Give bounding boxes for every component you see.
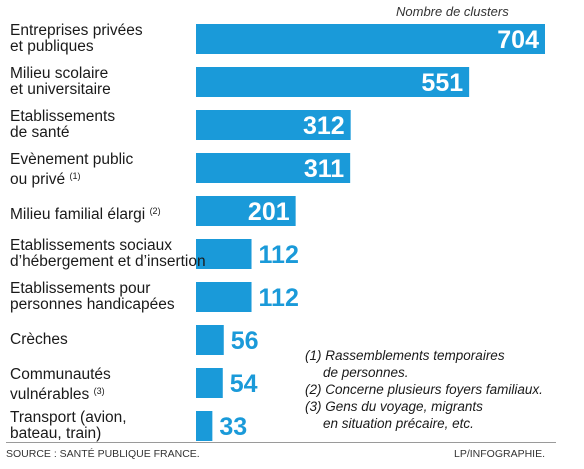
category-label-line: Etablissements pour: [10, 280, 151, 297]
bar-value-5: 112: [259, 241, 299, 269]
bar-4: [196, 196, 296, 226]
category-label-line: Entreprises privées: [10, 22, 143, 39]
bar-5: [196, 239, 252, 269]
bar-value-0: 704: [497, 26, 539, 54]
footnote-line: (1) Rassemblements temporaires: [305, 348, 505, 363]
category-label-8: Communautés vulnérables (3): [10, 367, 111, 403]
footnote-ref: (1): [69, 171, 81, 181]
bar-value-8: 54: [230, 370, 258, 398]
bar-value-1: 551: [421, 69, 463, 97]
source-text: SOURCE : SANTÉ PUBLIQUE FRANCE.: [6, 448, 200, 460]
bar-value-2: 312: [303, 112, 345, 140]
bar-6: [196, 282, 252, 312]
bar-value-7: 56: [231, 327, 259, 355]
category-label-0: Entreprises privées et publiques: [10, 23, 143, 55]
bar-3: [196, 153, 351, 183]
category-label-line: personnes handicapées: [10, 296, 175, 313]
bar-value-3: 311: [304, 155, 344, 183]
category-label-line: et publiques: [10, 38, 94, 55]
bar-1: [196, 67, 470, 97]
category-label-line: ou privé (1): [10, 171, 81, 188]
category-label-line: Evènement public: [10, 151, 134, 168]
category-label-line: d’hébergement et d’insertion: [10, 253, 206, 270]
footnote-ref: (3): [93, 386, 105, 396]
bar-0: [196, 24, 545, 54]
category-label-line: Communautés: [10, 366, 111, 383]
footnote-line: de personnes.: [323, 365, 409, 380]
bar-value-6: 112: [259, 284, 299, 312]
footnote-line: (3) Gens du voyage, migrants: [305, 399, 483, 414]
footnote-ref: (2): [149, 206, 161, 216]
bar-value-9: 33: [219, 413, 247, 441]
category-label-line: Milieu familial élargi (2): [10, 206, 161, 223]
bar-8: [196, 368, 223, 398]
footnotes: (1) Rassemblements temporaires de personn…: [305, 347, 543, 432]
bar-7: [196, 325, 224, 355]
credit-text: LP/INFOGRAPHIE.: [454, 448, 546, 460]
category-label-9: Transport (avion, bateau, train): [10, 410, 127, 442]
footnote-line: en situation précaire, etc.: [323, 416, 474, 431]
category-label-line: et universitaire: [10, 81, 111, 98]
footer-divider: [6, 442, 556, 443]
category-label-line: de santé: [10, 124, 70, 141]
bar-2: [196, 110, 351, 140]
footnote-line: (2) Concerne plusieurs foyers familiaux.: [305, 382, 543, 397]
category-label-3: Evènement public ou privé (1): [10, 152, 133, 188]
category-label-line: Transport (avion,: [10, 409, 127, 426]
unit-label: Nombre de clusters: [396, 4, 509, 19]
category-label-line: Etablissements: [10, 108, 116, 125]
category-label-line: Etablissements sociaux: [10, 237, 172, 254]
bar-9: [196, 411, 213, 441]
category-label-line: Milieu scolaire: [10, 65, 109, 82]
category-label-1: Milieu scolaire et universitaire: [10, 66, 111, 98]
category-label-6: Etablissements pour personnes handicapées: [10, 281, 175, 313]
category-label-2: Etablissements de santé: [10, 109, 115, 141]
category-label-line: vulnérables (3): [10, 386, 105, 403]
category-label-4: Milieu familial élargi (2): [10, 203, 161, 223]
category-label-5: Etablissements sociaux d’hébergement et d…: [10, 238, 206, 270]
category-label-line: bateau, train): [10, 425, 102, 442]
category-label-7: Crèches: [10, 332, 68, 348]
category-label-line: Crèches: [10, 331, 68, 348]
bar-value-4: 201: [248, 198, 290, 226]
